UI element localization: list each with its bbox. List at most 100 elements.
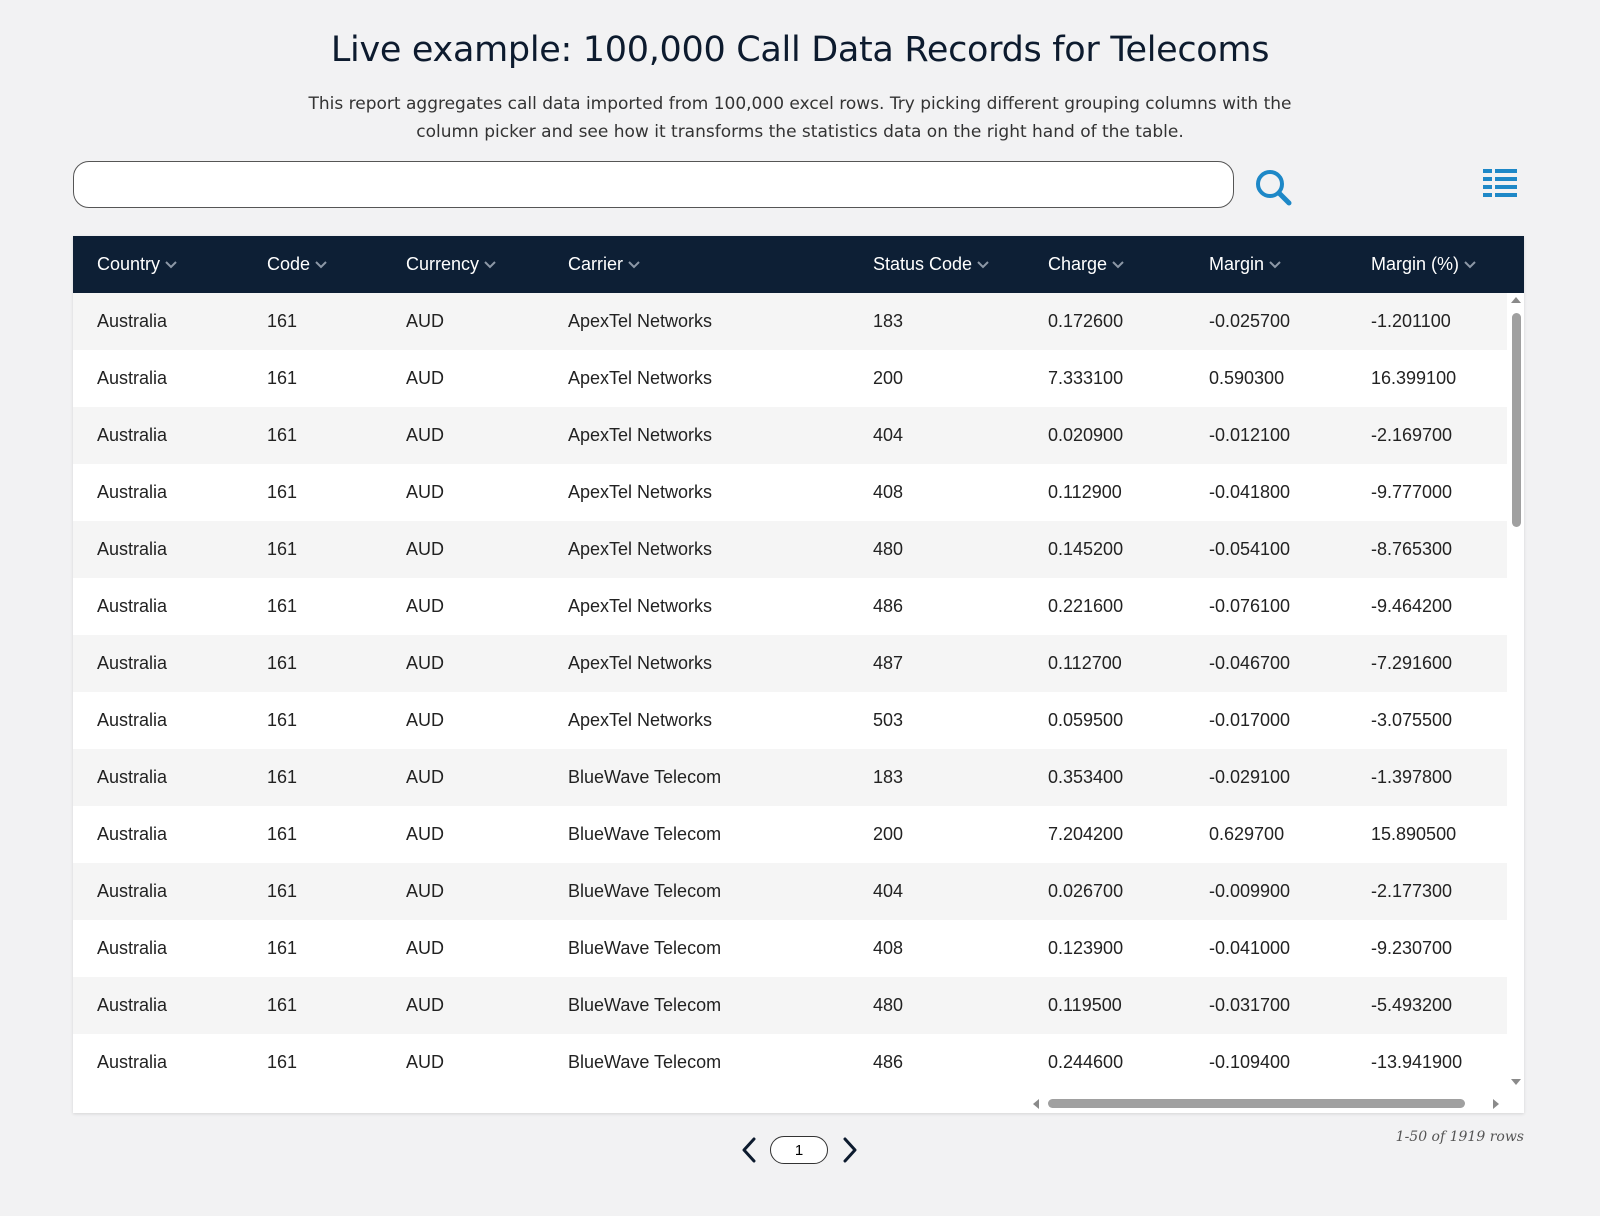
column-header-label: Margin: [1209, 254, 1265, 274]
horizontal-scrollbar[interactable]: [73, 1093, 1524, 1113]
table-cell: -0.054100: [1209, 539, 1291, 559]
table-cell: 0.353400: [1048, 767, 1124, 787]
table-cell: Australia: [97, 311, 168, 331]
table-row[interactable]: Australia 161 AUD BlueWave Telecom 408 0.1239…: [73, 920, 1507, 977]
table-cell: Australia: [97, 995, 168, 1015]
table-row[interactable]: Australia 161 AUD ApexTel Networks 200 7.3331…: [73, 350, 1507, 407]
column-header[interactable]: Charge: [1048, 236, 1125, 293]
chevron-down-icon: [628, 261, 640, 269]
table-cell: 7.204200: [1048, 824, 1124, 844]
table-cell: Australia: [97, 596, 168, 616]
column-header[interactable]: Code: [267, 236, 328, 293]
table-cell: 161: [267, 596, 298, 616]
table-cell: ApexTel Networks: [568, 368, 713, 388]
table-cell: ApexTel Networks: [568, 596, 713, 616]
table-cell: -13.941900: [1371, 1052, 1463, 1072]
table-cell: AUD: [406, 311, 445, 331]
chevron-down-icon: [977, 261, 989, 269]
column-header-label: Status Code: [873, 254, 973, 274]
table-row[interactable]: Australia 161 AUD ApexTel Networks 404 0.0209…: [73, 407, 1507, 464]
table-cell: AUD: [406, 938, 445, 958]
table-cell: 161: [267, 881, 298, 901]
chevron-down-icon: [1112, 261, 1124, 269]
scroll-down-icon[interactable]: [1511, 1079, 1521, 1085]
table-cell: 161: [267, 710, 298, 730]
column-header[interactable]: Status Code: [873, 236, 990, 293]
table-cell: 161: [267, 767, 298, 787]
column-header-label: Margin (%): [1371, 254, 1460, 274]
search-button[interactable]: [1252, 166, 1296, 210]
table-row[interactable]: Australia 161 AUD BlueWave Telecom 200 7.2042…: [73, 806, 1507, 863]
table-cell: BlueWave Telecom: [568, 824, 722, 844]
vertical-scrollbar-thumb[interactable]: [1512, 313, 1521, 527]
next-page-button[interactable]: [838, 1136, 862, 1164]
table-cell: AUD: [406, 653, 445, 673]
column-picker-button[interactable]: [1482, 166, 1518, 202]
chevron-right-icon: [843, 1137, 857, 1163]
table-cell: 0.020900: [1048, 425, 1124, 445]
column-header[interactable]: Margin (%): [1371, 236, 1477, 293]
scroll-right-icon[interactable]: [1493, 1099, 1499, 1109]
table-cell: Australia: [97, 881, 168, 901]
table-cell: ApexTel Networks: [568, 710, 713, 730]
table-cell: Australia: [97, 710, 168, 730]
vertical-scrollbar[interactable]: [1507, 293, 1524, 1093]
table-row[interactable]: Australia 161 AUD BlueWave Telecom 404 0.0267…: [73, 863, 1507, 920]
table-cell: 0.145200: [1048, 539, 1124, 559]
table-cell: -0.017000: [1209, 710, 1291, 730]
table-row[interactable]: Australia 161 AUD ApexTel Networks 503 0.0595…: [73, 692, 1507, 749]
table-cell: -0.076100: [1209, 596, 1291, 616]
table-cell: 7.333100: [1048, 368, 1124, 388]
table-cell: 404: [873, 881, 904, 901]
table-cell: 161: [267, 368, 298, 388]
horizontal-scrollbar-thumb[interactable]: [1048, 1099, 1465, 1108]
table-cell: BlueWave Telecom: [568, 881, 722, 901]
table-cell: AUD: [406, 539, 445, 559]
table-cell: 480: [873, 539, 904, 559]
scroll-up-icon[interactable]: [1511, 297, 1521, 303]
table-cell: 503: [873, 710, 904, 730]
previous-page-button[interactable]: [737, 1136, 761, 1164]
table-cell: 161: [267, 995, 298, 1015]
table-cell: -0.009900: [1209, 881, 1291, 901]
search-input[interactable]: [73, 161, 1234, 208]
table-cell: -2.177300: [1371, 881, 1453, 901]
table-cell: 161: [267, 539, 298, 559]
table-row[interactable]: Australia 161 AUD ApexTel Networks 183 0.1726…: [73, 293, 1507, 350]
page-number-input[interactable]: [770, 1136, 828, 1164]
table-cell: 161: [267, 482, 298, 502]
table-cell: AUD: [406, 596, 445, 616]
table-cell: 161: [267, 425, 298, 445]
table-cell: -3.075500: [1371, 710, 1453, 730]
page-description: This report aggregates call data importe…: [308, 94, 1292, 142]
table-cell: 486: [873, 596, 904, 616]
table-cell: 408: [873, 482, 904, 502]
table-cell: AUD: [406, 1052, 445, 1072]
column-header[interactable]: Margin: [1209, 236, 1282, 293]
table-row[interactable]: Australia 161 AUD ApexTel Networks 480 0.1452…: [73, 521, 1507, 578]
table-cell: -9.230700: [1371, 938, 1453, 958]
column-header[interactable]: Currency: [406, 236, 497, 293]
table-cell: -0.109400: [1209, 1052, 1291, 1072]
chevron-down-icon: [1269, 261, 1281, 269]
chevron-down-icon: [315, 261, 327, 269]
table-cell: -9.464200: [1371, 596, 1453, 616]
table-row[interactable]: Australia 161 AUD ApexTel Networks 486 0.2216…: [73, 578, 1507, 635]
table-cell: -9.777000: [1371, 482, 1453, 502]
table-cell: -8.765300: [1371, 539, 1453, 559]
table-row[interactable]: Australia 161 AUD BlueWave Telecom 486 0.2446…: [73, 1034, 1507, 1091]
column-header[interactable]: Carrier: [568, 236, 641, 293]
column-header[interactable]: Country: [97, 236, 178, 293]
table-cell: Australia: [97, 539, 168, 559]
table-header: Country Code Currency Carrier Status Code Cha…: [73, 236, 1524, 293]
table-row[interactable]: Australia 161 AUD BlueWave Telecom 183 0.3534…: [73, 749, 1507, 806]
table-cell: AUD: [406, 710, 445, 730]
scroll-left-icon[interactable]: [1033, 1099, 1039, 1109]
table-cell: AUD: [406, 767, 445, 787]
table-row[interactable]: Australia 161 AUD ApexTel Networks 487 0.1127…: [73, 635, 1507, 692]
table-row[interactable]: Australia 161 AUD ApexTel Networks 408 0.1129…: [73, 464, 1507, 521]
table-cell: 0.119500: [1048, 995, 1122, 1015]
table-row[interactable]: Australia 161 AUD BlueWave Telecom 480 0.1195…: [73, 977, 1507, 1034]
table-cell: AUD: [406, 995, 445, 1015]
chevron-down-icon: [484, 261, 496, 269]
